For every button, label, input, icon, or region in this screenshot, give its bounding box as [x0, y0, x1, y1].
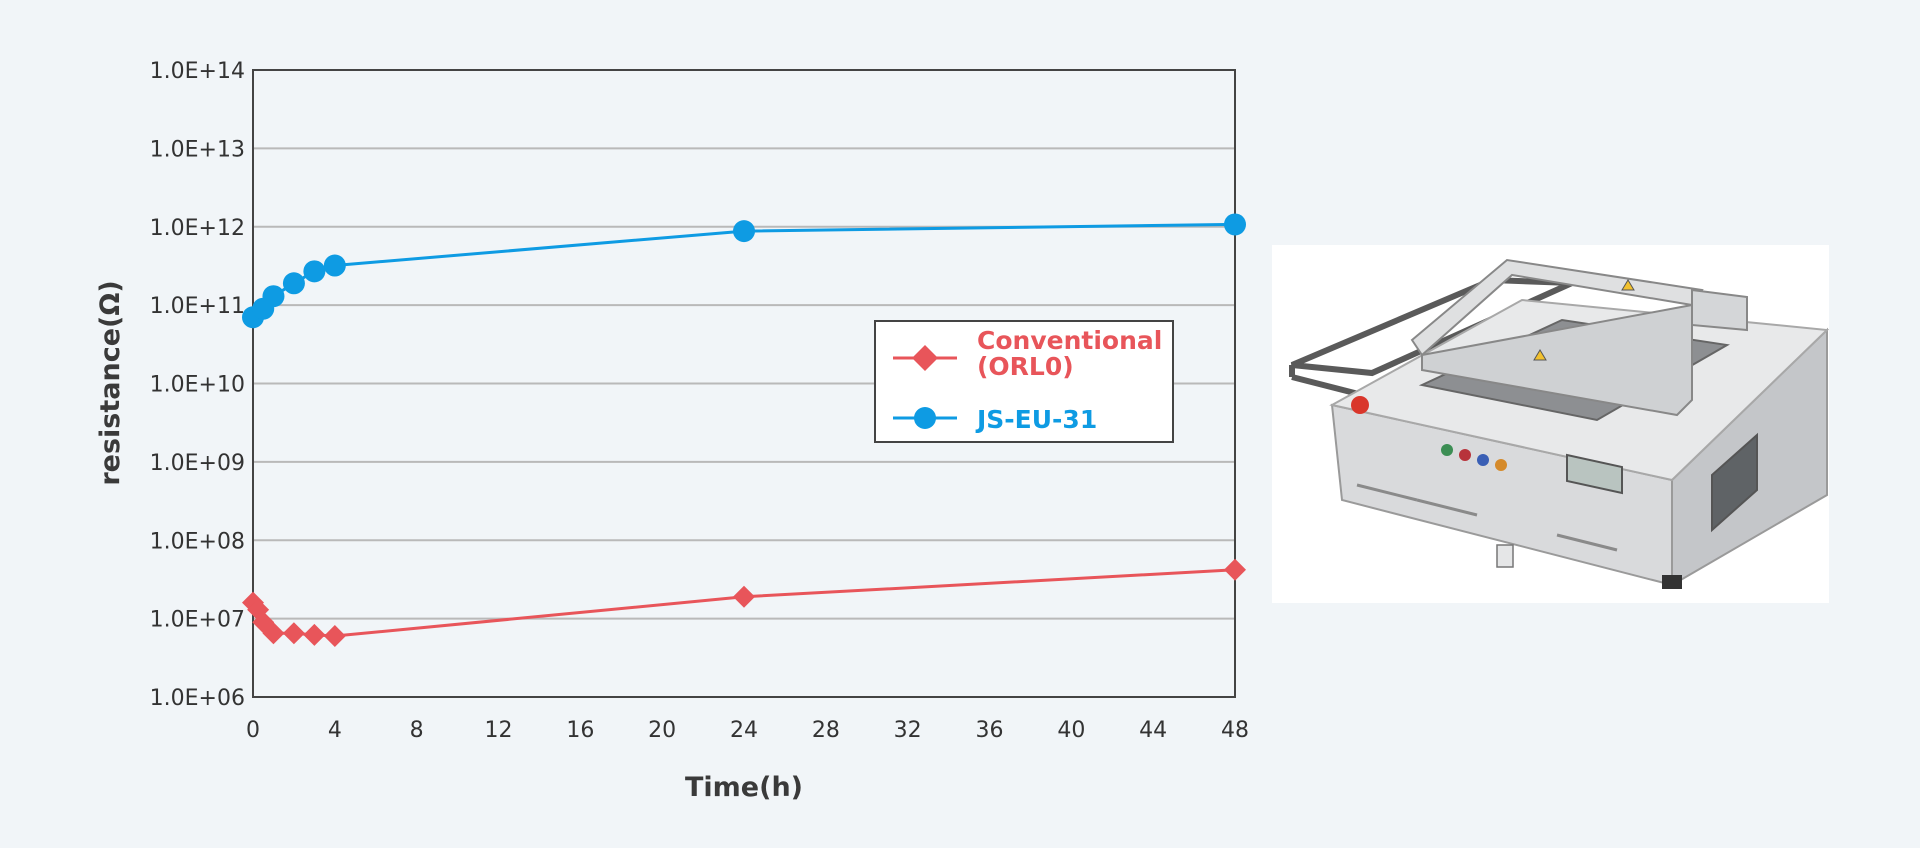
y-tick-label: 1.0E+11 [150, 294, 245, 319]
plot-frame [252, 69, 1236, 698]
gantry-end-block [1691, 288, 1748, 332]
warning-label-top [1621, 279, 1635, 291]
gantry-rail [1421, 303, 1693, 417]
emergency-stop-button [1351, 396, 1369, 414]
data-point [1224, 558, 1246, 581]
x-tick-label: 8 [410, 718, 424, 743]
series-2 [242, 213, 1246, 329]
x-tick-label: 40 [1057, 718, 1085, 743]
machine-foot [1496, 544, 1514, 568]
data-point [733, 220, 755, 243]
series-layer [242, 213, 1246, 648]
x-tick-label: 36 [976, 718, 1004, 743]
x-tick-label: 12 [485, 718, 513, 743]
data-point [262, 285, 285, 308]
y-tick-label: 1.0E+12 [150, 216, 245, 241]
machine-photo [1272, 245, 1830, 603]
y-tick-label: 1.0E+13 [150, 137, 245, 162]
data-point [282, 272, 305, 295]
data-point [303, 623, 326, 646]
x-tick-labels: 0 4 8 12 16 20 24 28 32 36 40 44 48 [246, 718, 1249, 743]
y-tick-label: 1.0E+09 [150, 451, 245, 476]
side-window [1711, 432, 1758, 533]
x-axis-title: Time(h) [685, 772, 803, 803]
vent-line [1356, 483, 1418, 502]
data-point [323, 254, 346, 277]
data-point [733, 585, 755, 608]
x-tick-label: 0 [246, 718, 260, 743]
data-point [282, 622, 305, 645]
series-1 [242, 558, 1246, 648]
machine-foot [1662, 575, 1682, 589]
legend-item: Conventional(ORL0) [893, 326, 1162, 381]
legend-label: (ORL0) [977, 352, 1074, 381]
x-tick-label: 28 [812, 718, 840, 743]
y-tick-label: 1.0E+14 [150, 59, 245, 84]
vent-line [1416, 498, 1478, 517]
x-tick-label: 4 [328, 718, 342, 743]
x-tick-label: 44 [1139, 718, 1167, 743]
legend-label: Conventional [977, 326, 1162, 355]
data-point [303, 260, 326, 283]
y-axis-title: resistance(Ω) [95, 280, 126, 485]
y-tick-label: 1.0E+06 [150, 686, 245, 711]
control-button-orange [1495, 459, 1507, 471]
legend-label: JS-EU-31 [975, 405, 1097, 434]
x-tick-label: 48 [1221, 718, 1249, 743]
warning-label [1533, 349, 1547, 361]
x-tick-label: 24 [730, 718, 758, 743]
x-tick-label: 16 [566, 718, 594, 743]
vent-line [1556, 533, 1618, 552]
control-button-red [1459, 449, 1471, 461]
data-point [262, 622, 285, 645]
legend: Conventional(ORL0) JS-EU-31 [874, 320, 1174, 443]
data-point [323, 625, 346, 648]
x-tick-label: 32 [894, 718, 922, 743]
lcd-display [1566, 453, 1623, 495]
control-button-blue [1477, 454, 1489, 466]
data-point [1224, 213, 1246, 236]
control-button-green [1441, 444, 1453, 456]
y-tick-label: 1.0E+07 [150, 608, 245, 633]
y-tick-labels: 1.0E+06 1.0E+07 1.0E+08 1.0E+09 1.0E+10 1.0E+… [150, 59, 245, 711]
y-tick-label: 1.0E+08 [150, 529, 245, 554]
x-tick-label: 20 [648, 718, 676, 743]
legend-item: JS-EU-31 [893, 405, 1097, 434]
legend-marker [912, 345, 938, 371]
y-tick-label: 1.0E+10 [150, 373, 245, 398]
legend-marker [914, 407, 936, 429]
